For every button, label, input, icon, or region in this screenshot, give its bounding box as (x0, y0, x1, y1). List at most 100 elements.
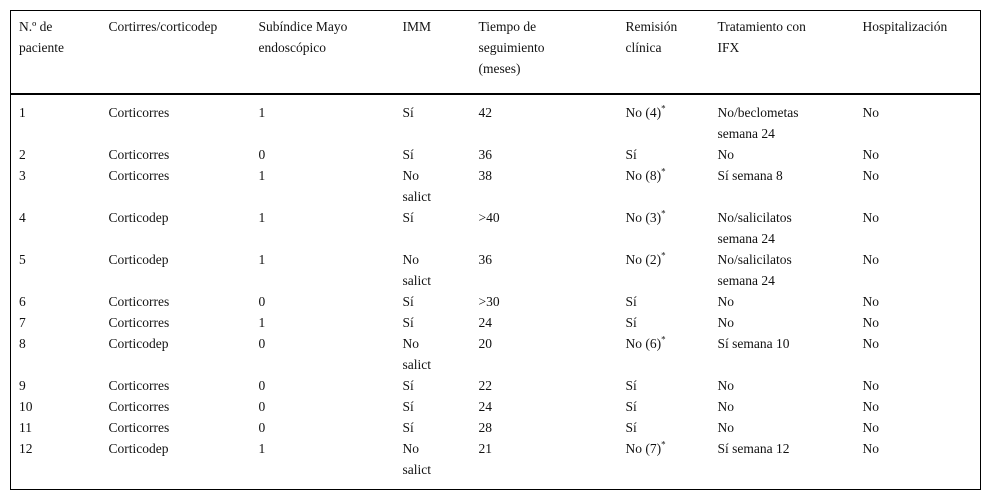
cell-remision-clinica: Sí (618, 291, 710, 312)
col-header-cortirres-corticodep: Cortirres/corticodep (108, 19, 218, 34)
cell-hospitalizacion: No (862, 147, 880, 162)
cell-hospitalizacion: No (862, 294, 880, 309)
cell-tratamiento-ifx: No/beclometas semana 24 (717, 105, 799, 141)
cell-imm: Sí (402, 315, 414, 330)
cell-cortirres-corticodep: Corticodep (108, 441, 169, 456)
remision-value: Sí (625, 294, 637, 309)
cell-hospitalizacion: No (862, 378, 880, 393)
cell-tiempo-seguimiento: 24 (478, 315, 493, 330)
cell-imm: No salict (402, 168, 432, 204)
cell-subindice-mayo: 1 (258, 315, 266, 330)
cell-tiempo-seguimiento: >40 (478, 210, 500, 225)
cell-remision-clinica: No (6)* (618, 333, 710, 375)
asterisk-marker: * (661, 208, 666, 219)
asterisk-marker: * (661, 250, 666, 261)
remision-value: No (7) (625, 441, 662, 456)
remision-value: Sí (625, 378, 637, 393)
cell-numero-paciente: 3 (19, 168, 26, 183)
cell-remision-clinica: Sí (618, 375, 710, 396)
remision-value: No (3) (625, 210, 662, 225)
cell-remision-clinica: No (7)* (618, 438, 710, 490)
cell-imm: Sí (402, 378, 414, 393)
cell-numero-paciente: 6 (19, 294, 26, 309)
asterisk-marker: * (661, 439, 666, 450)
cell-numero-paciente: 10 (19, 399, 33, 414)
remision-value: Sí (625, 147, 637, 162)
cell-subindice-mayo: 0 (258, 378, 266, 393)
cell-imm: No salict (402, 336, 432, 372)
cell-cortirres-corticodep: Corticorres (108, 378, 170, 393)
cell-hospitalizacion: No (862, 399, 880, 414)
cell-imm: Sí (402, 210, 414, 225)
cell-remision-clinica: No (4)* (618, 94, 710, 144)
remision-value: No (8) (625, 168, 662, 183)
cell-subindice-mayo: 1 (258, 441, 266, 456)
cell-tiempo-seguimiento: 36 (478, 252, 493, 267)
cell-tiempo-seguimiento: 21 (478, 441, 493, 456)
cell-remision-clinica: No (8)* (618, 165, 710, 207)
cell-tratamiento-ifx: No/salicilatos semana 24 (717, 210, 792, 246)
cell-hospitalizacion: No (862, 210, 880, 225)
cell-subindice-mayo: 1 (258, 168, 266, 183)
cell-tratamiento-ifx: Sí semana 10 (717, 336, 790, 351)
cell-cortirres-corticodep: Corticorres (108, 168, 170, 183)
cell-cortirres-corticodep: Corticorres (108, 399, 170, 414)
col-header-subindice-mayo: Subíndice Mayo endoscópico (258, 19, 348, 55)
cell-hospitalizacion: No (862, 252, 880, 267)
col-header-remision-clinica: Remisión clínica (625, 19, 678, 55)
cell-cortirres-corticodep: Corticorres (108, 147, 170, 162)
cell-imm: No salict (402, 252, 432, 288)
cell-remision-clinica: Sí (618, 144, 710, 165)
cell-tiempo-seguimiento: 22 (478, 378, 493, 393)
table-row: 8 Corticodep 0 No salict 20 No (6)* Sí s… (11, 333, 981, 375)
asterisk-marker: * (661, 103, 666, 114)
cell-numero-paciente: 5 (19, 252, 26, 267)
remision-value: Sí (625, 420, 637, 435)
cell-tiempo-seguimiento: 42 (478, 105, 493, 120)
asterisk-marker: * (661, 334, 666, 345)
cell-imm: Sí (402, 105, 414, 120)
cell-cortirres-corticodep: Corticodep (108, 252, 169, 267)
cell-subindice-mayo: 0 (258, 294, 266, 309)
cell-hospitalizacion: No (862, 441, 880, 456)
table-body: 1 Corticorres 1 Sí 42 No (4)* No/beclome… (11, 94, 981, 490)
cell-tratamiento-ifx: No (717, 294, 735, 309)
cell-cortirres-corticodep: Corticodep (108, 210, 169, 225)
cell-cortirres-corticodep: Corticorres (108, 294, 170, 309)
cell-numero-paciente: 8 (19, 336, 26, 351)
cell-subindice-mayo: 0 (258, 147, 266, 162)
cell-remision-clinica: Sí (618, 396, 710, 417)
cell-cortirres-corticodep: Corticodep (108, 336, 169, 351)
cell-tratamiento-ifx: No/salicilatos semana 24 (717, 252, 792, 288)
cell-numero-paciente: 4 (19, 210, 26, 225)
cell-hospitalizacion: No (862, 168, 880, 183)
table-row: 2 Corticorres 0 Sí 36 Sí No No (11, 144, 981, 165)
cell-remision-clinica: Sí (618, 312, 710, 333)
cell-tratamiento-ifx: No (717, 399, 735, 414)
cell-subindice-mayo: 0 (258, 420, 266, 435)
table-row: 10 Corticorres 0 Sí 24 Sí No No (11, 396, 981, 417)
cell-hospitalizacion: No (862, 420, 880, 435)
table-row: 12 Corticodep 1 No salict 21 No (7)* Sí … (11, 438, 981, 490)
cell-tiempo-seguimiento: 24 (478, 399, 493, 414)
cell-remision-clinica: Sí (618, 417, 710, 438)
col-header-tiempo-seguimiento: Tiempo de seguimiento (meses) (478, 19, 545, 76)
patients-table: N.º de paciente Cortirres/corticodep Sub… (10, 10, 981, 490)
col-header-imm: IMM (402, 19, 432, 34)
cell-tiempo-seguimiento: 20 (478, 336, 493, 351)
remision-value: No (6) (625, 336, 662, 351)
cell-hospitalizacion: No (862, 105, 880, 120)
cell-numero-paciente: 12 (19, 441, 33, 456)
cell-tratamiento-ifx: No (717, 315, 735, 330)
cell-imm: Sí (402, 399, 414, 414)
remision-value: Sí (625, 399, 637, 414)
cell-imm: Sí (402, 420, 414, 435)
cell-tiempo-seguimiento: >30 (478, 294, 500, 309)
header-row: N.º de paciente Cortirres/corticodep Sub… (10, 11, 981, 94)
table-row: 9 Corticorres 0 Sí 22 Sí No No (11, 375, 981, 396)
cell-remision-clinica: No (3)* (618, 207, 710, 249)
table-row: 3 Corticorres 1 No salict 38 No (8)* Sí … (11, 165, 981, 207)
cell-tratamiento-ifx: Sí semana 12 (717, 441, 790, 456)
asterisk-marker: * (661, 166, 666, 177)
table-row: 11 Corticorres 0 Sí 28 Sí No No (11, 417, 981, 438)
